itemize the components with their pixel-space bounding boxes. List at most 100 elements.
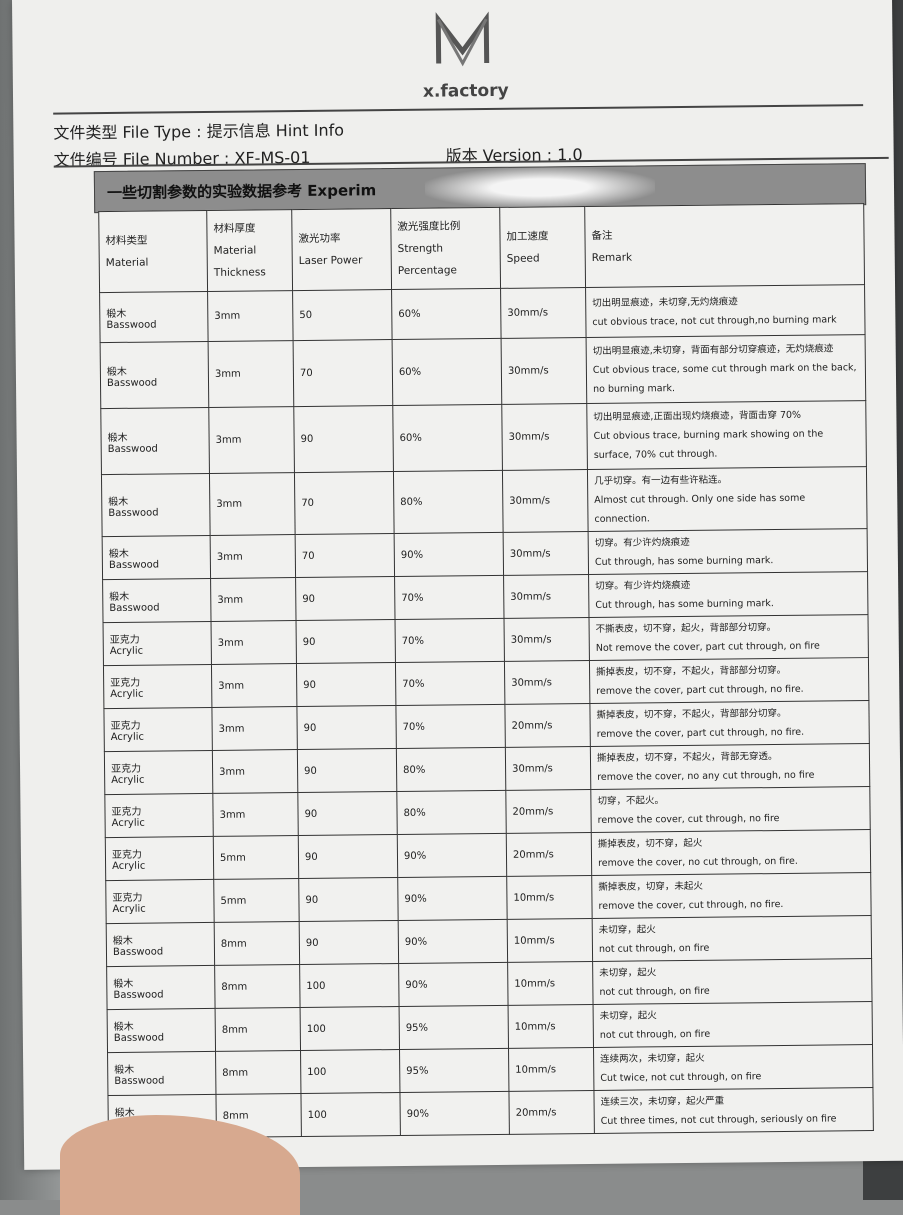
speed-cell: 20mm/s	[506, 832, 592, 877]
speed-cell: 20mm/s	[508, 1090, 595, 1135]
material-zh: 椴木	[113, 1021, 134, 1033]
remark-cell: 未切穿，起火 not cut through, on fire	[593, 1001, 873, 1048]
remark-cell: 连续两次，未切穿，起火 Cut twice, not cut through, o…	[593, 1044, 873, 1091]
power-cell: 70	[294, 471, 395, 535]
table-row: 椴木 Basswood 3mm 70 60% 30mm/s 切出明显痕迹,未切穿，背面有部分…	[100, 334, 866, 409]
header-thickness: 材料厚度 Material Thickness	[206, 209, 293, 292]
material-zh: 亚克力	[110, 720, 141, 733]
material-en: Acrylic	[111, 817, 145, 830]
remark-en: remove the cover, part cut through, no f…	[596, 726, 805, 740]
material-en: Acrylic	[112, 903, 146, 915]
strength-cell: 90%	[398, 962, 509, 1007]
header-en: Material Thickness	[213, 244, 266, 279]
material-zh: 亚克力	[110, 677, 141, 690]
speed-cell: 30mm/s	[501, 403, 588, 471]
thickness-cell: 3mm	[208, 406, 295, 474]
speed-cell: 30mm/s	[502, 469, 589, 533]
material-zh: 亚克力	[111, 849, 143, 861]
header-material: 材料类型 Material	[98, 210, 208, 293]
material-zh: 椴木	[106, 308, 127, 320]
material-en: Basswood	[108, 559, 160, 572]
thickness-cell: 8mm	[215, 1007, 301, 1052]
thickness-cell: 3mm	[210, 577, 297, 622]
material-zh: 椴木	[109, 591, 130, 604]
material-en: Acrylic	[112, 860, 146, 872]
header-en: Material	[105, 256, 149, 270]
thickness-cell: 3mm	[212, 749, 298, 794]
material-zh: 椴木	[108, 496, 129, 508]
material-en: Basswood	[113, 989, 164, 1001]
remark-cell: 撕掉表皮，切不穿，不起火，背部部分切穿。 remove the cover, pa…	[589, 657, 869, 704]
power-cell: 90	[297, 748, 397, 793]
material-zh: 亚克力	[111, 763, 142, 776]
power-cell: 70	[295, 533, 395, 578]
material-cell: 亚克力 Acrylic	[104, 793, 214, 838]
strength-cell: 90%	[398, 919, 508, 964]
thickness-cell: 3mm	[207, 290, 294, 342]
material-en: Basswood	[106, 377, 158, 389]
xfactory-logo-icon	[435, 11, 490, 67]
speed-cell: 10mm/s	[508, 1047, 594, 1092]
thickness-cell: 3mm	[210, 534, 296, 579]
thickness-cell: 5mm	[213, 878, 300, 923]
remark-en: Cut obvious trace, burning mark showing …	[593, 428, 824, 461]
thickness-cell: 3mm	[212, 792, 299, 837]
remark-cell: 切穿。有少许灼烧痕迹 Cut through, has some burning …	[588, 528, 868, 575]
file-type: 文件类型 File Type : 提示信息 Hint Info	[53, 120, 345, 143]
remark-cell: 切出明显痕迹,正面出现灼烧痕迹，背面击穿 70% Cut obvious trac…	[586, 400, 867, 470]
speed-cell: 30mm/s	[501, 337, 587, 405]
thickness-cell: 3mm	[208, 340, 294, 408]
strength-cell: 90%	[397, 876, 508, 921]
power-cell: 70	[293, 339, 393, 407]
material-cell: 亚克力 Acrylic	[103, 664, 212, 709]
remark-en: remove the cover, no any cut through, no…	[597, 769, 815, 783]
brand-name: x.factory	[422, 80, 509, 102]
material-en: Acrylic	[109, 645, 144, 658]
material-zh: 椴木	[108, 548, 129, 561]
light-glare	[424, 166, 656, 209]
material-en: Acrylic	[110, 731, 145, 744]
remark-en: remove the cover, cut through, no fire	[597, 813, 780, 826]
material-cell: 亚克力 Acrylic	[105, 879, 215, 924]
remark-cell: 撕掉表皮，切穿，未起火 remove the cover, cut through…	[591, 872, 872, 919]
remark-cell: 撕掉表皮，切不穿，不起火，背部部分切穿。 remove the cover, pa…	[589, 700, 870, 747]
power-cell: 90	[296, 619, 396, 664]
material-zh: 椴木	[113, 978, 134, 990]
thickness-cell: 8mm	[214, 921, 300, 966]
speed-cell: 30mm/s	[505, 746, 591, 791]
remark-en: not cut through, on fire	[599, 1028, 711, 1041]
remark-en: Cut three times, not cut through, seriou…	[600, 1113, 837, 1127]
material-zh: 椴木	[107, 432, 128, 444]
strength-cell: 60%	[392, 338, 502, 406]
speed-cell: 30mm/s	[504, 617, 590, 662]
speed-cell: 20mm/s	[505, 789, 592, 834]
header-zh: 激光功率	[298, 232, 341, 246]
material-cell: 亚克力 Acrylic	[103, 707, 213, 752]
power-cell: 100	[299, 963, 400, 1008]
thickness-cell: 3mm	[209, 472, 296, 536]
header-zh: 材料类型	[105, 234, 148, 248]
remark-en: remove the cover, no cut through, on fir…	[598, 855, 798, 869]
power-cell: 90	[293, 405, 394, 473]
strength-cell: 90%	[397, 833, 507, 878]
remark-en: Cut obvious trace, some cut through mark…	[592, 362, 857, 395]
remark-en: Cut twice, not cut through, on fire	[600, 1071, 762, 1084]
power-cell: 90	[298, 877, 399, 922]
header-en: Laser Power	[298, 254, 363, 268]
remark-en: cut obvious trace, not cut through,no bu…	[592, 313, 837, 328]
header-power: 激光功率 Laser Power	[291, 208, 392, 291]
strength-cell: 80%	[396, 747, 506, 792]
remark-en: Cut through, has some burning mark.	[594, 555, 774, 568]
remark-en: remove the cover, cut through, no fire.	[598, 898, 784, 912]
material-en: Basswood	[107, 442, 158, 455]
thickness-cell: 3mm	[211, 706, 298, 751]
remark-en: Cut through, has some burning mark.	[595, 598, 774, 611]
material-en: Basswood	[109, 602, 160, 615]
